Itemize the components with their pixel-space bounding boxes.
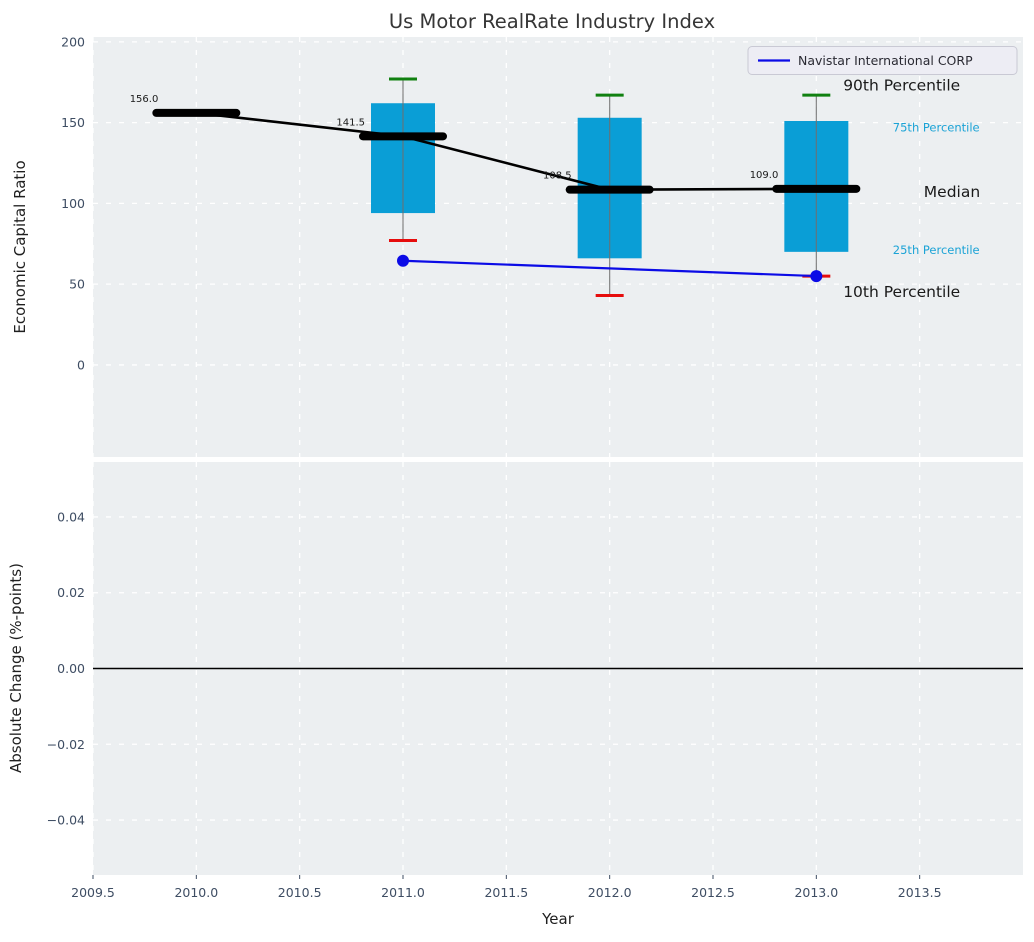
x-tick-label: 2009.5 [71,885,115,900]
bottom-gridlines [92,462,1023,875]
y-tick-label: 0.02 [57,585,85,600]
median-connector-line [196,111,817,191]
percentile-annotation: 10th Percentile [843,283,960,301]
percentile-annotation: 90th Percentile [843,76,960,94]
legend: Navistar International CORP [747,46,1018,75]
y-tick-label: 0 [77,357,85,372]
y-tick-label: 0.04 [57,509,85,524]
percentile-annotation: Median [924,183,980,201]
company-marker [397,254,409,267]
x-tick-label: 2011.5 [484,885,528,900]
percentile-annotation: 75th Percentile [893,120,980,134]
y-tick-label: 100 [61,196,85,211]
x-tick-label: 2011.0 [381,885,425,900]
x-tick-label: 2012.0 [588,885,632,900]
tick-label-layer: 0 50 100 150 200 0.04 0.02 0.00 −0.02 −0.04 2009.5… [47,34,942,900]
x-tick-label: 2013.0 [794,885,838,900]
percentile-annotation: 25th Percentile [893,243,980,257]
y-tick-label: 150 [61,115,85,130]
y-tick-label: 200 [61,34,85,49]
x-tick-label: 2010.0 [174,885,218,900]
x-axis-label: Year [541,910,575,928]
legend-box [747,46,1018,75]
x-tick-label: 2012.5 [691,885,735,900]
median-value-label: 156.0 [130,94,159,105]
x-tick-label: 2013.5 [898,885,942,900]
company-line [402,259,817,278]
top-axes-background [93,37,1023,457]
annotation-layer: 90th Percentile 75th Percentile Median 25th… [843,76,980,301]
median-value-label: 141.5 [336,117,365,128]
median-value-label: 108.5 [543,171,572,182]
median-line-layer: 156.0 141.5 108.5 109.0 [130,94,861,194]
top-y-axis-label: Economic Capital Ratio [11,160,29,333]
company-line-layer [397,254,823,283]
y-tick-label: 50 [69,277,85,292]
company-marker [810,270,823,283]
x-tick-label: 2010.5 [278,885,322,900]
legend-label: Navistar International CORP [798,53,973,68]
median-value-label: 109.0 [750,170,779,181]
bottom-y-axis-label: Absolute Change (%-points) [7,563,25,773]
chart-title: Us Motor RealRate Industry Index [389,10,715,33]
y-tick-label: −0.04 [47,813,85,828]
y-tick-label: 0.00 [57,661,85,676]
y-tick-label: −0.02 [47,737,85,752]
